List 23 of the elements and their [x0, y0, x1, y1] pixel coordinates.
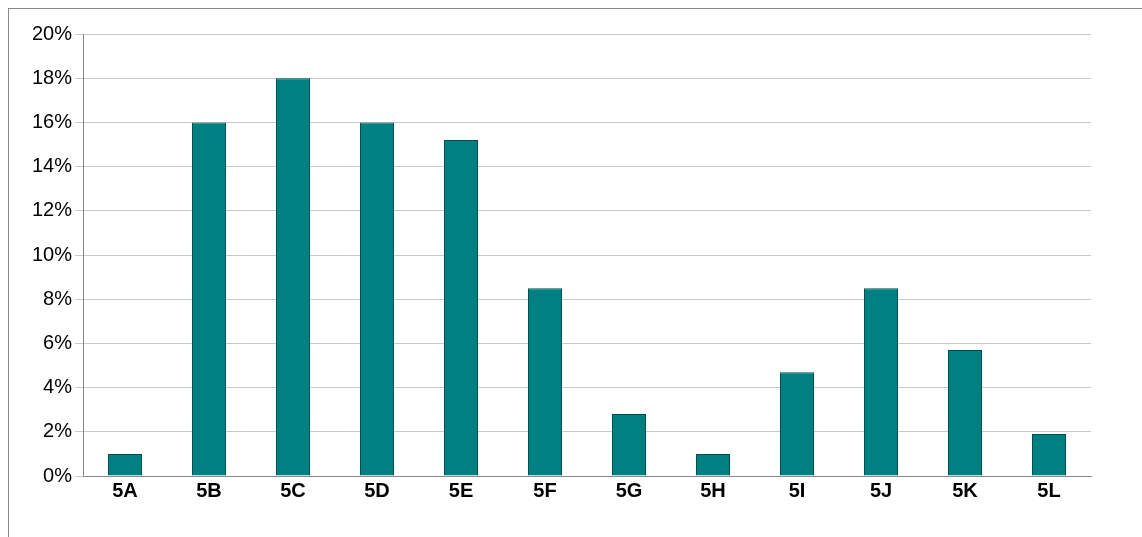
x-tick-label: 5L: [1037, 478, 1061, 501]
x-tick-label: 5B: [196, 478, 222, 501]
x-tick-label: 5D: [364, 478, 390, 501]
y-tick-label: 12%: [32, 198, 73, 221]
y-tick-label: 20%: [32, 21, 73, 44]
x-tick-label: 5A: [112, 478, 138, 501]
y-tick-label: 0%: [43, 463, 73, 486]
y-tick-label: 18%: [32, 65, 73, 88]
x-tick-label: 5C: [280, 478, 306, 501]
y-tick-label: 14%: [32, 154, 73, 177]
x-tick-label: 5K: [952, 478, 979, 501]
x-tick-label: 5F: [533, 478, 557, 501]
x-tick-label: 5H: [700, 478, 726, 501]
y-tick-label: 2%: [43, 419, 73, 442]
y-tick-label: 16%: [32, 109, 73, 132]
x-tick-label: 5G: [615, 478, 643, 501]
x-tick-label: 5E: [448, 478, 474, 501]
x-tick-label: 5I: [788, 478, 806, 501]
y-tick-label: 6%: [43, 330, 73, 353]
y-tick-label: 8%: [43, 286, 73, 309]
x-tick-label: 5J: [869, 478, 893, 501]
y-tick-label: 10%: [32, 242, 73, 265]
y-tick-label: 4%: [43, 375, 73, 398]
